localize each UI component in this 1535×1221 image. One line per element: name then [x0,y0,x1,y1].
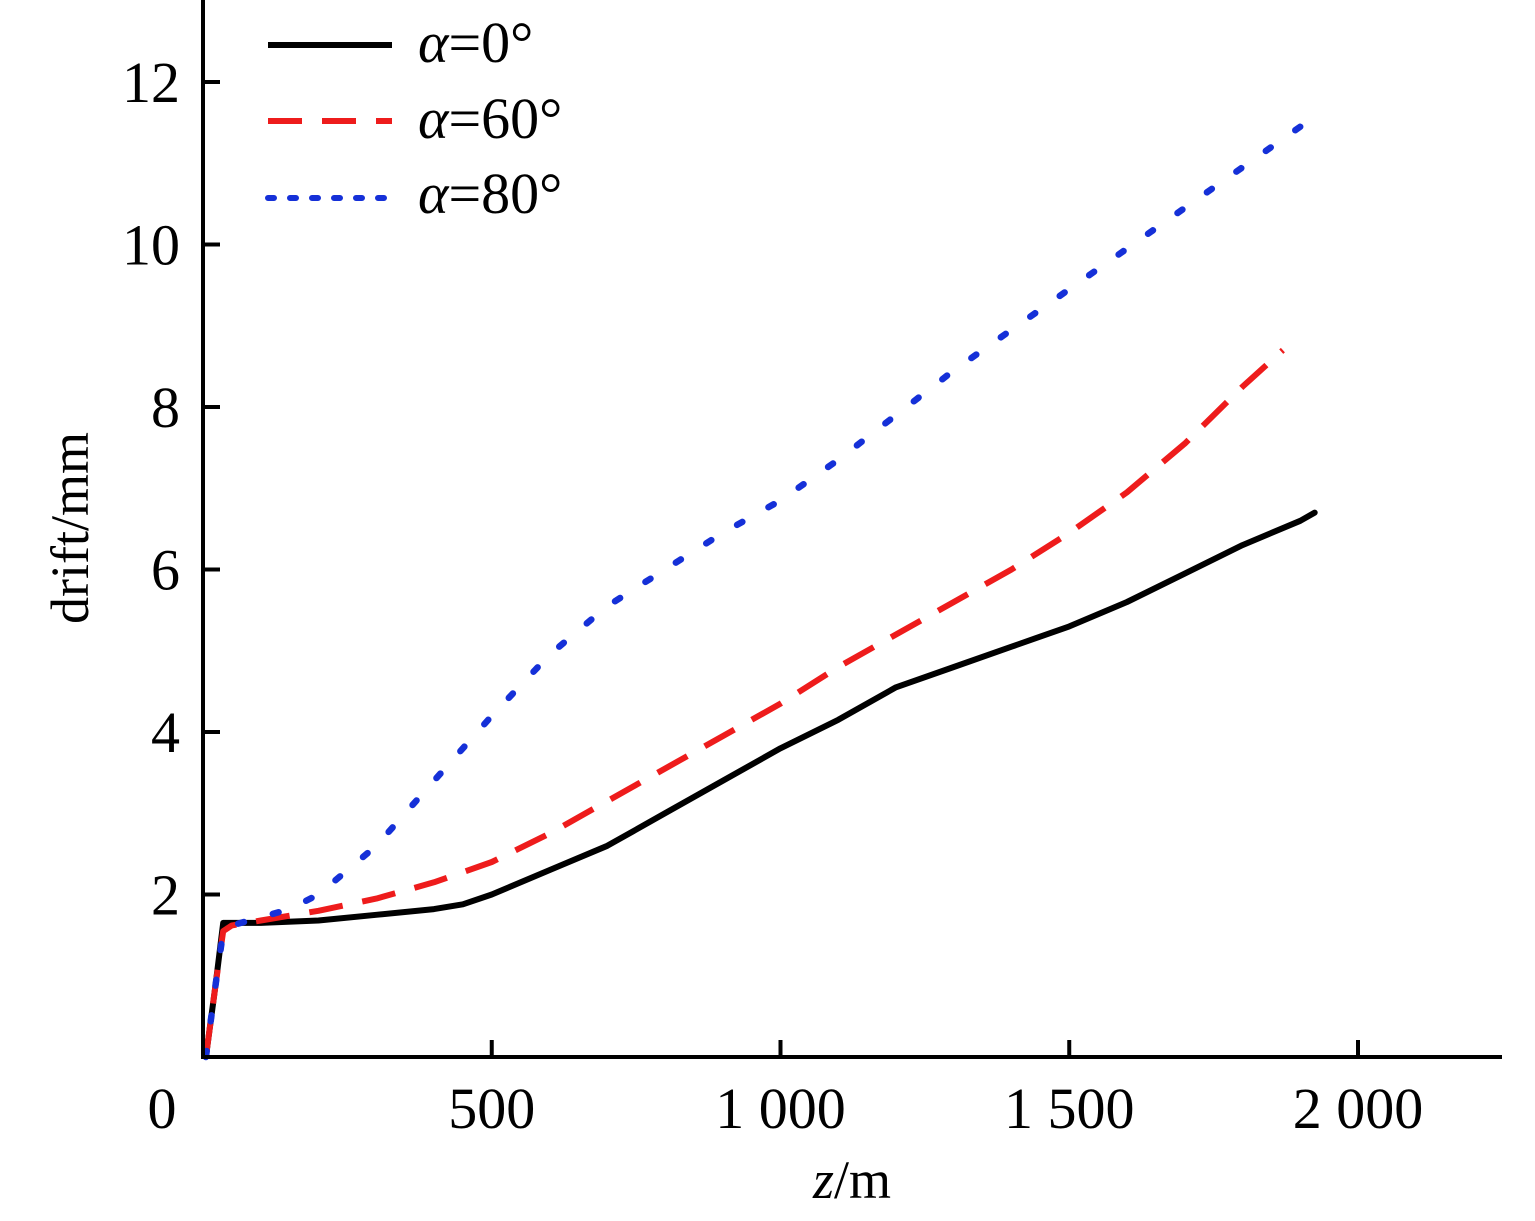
series-line-1 [202,347,1285,1058]
y-tick-label: 12 [122,50,180,115]
legend-label-alpha-80: α=80° [418,161,562,226]
legend-item-alpha-60: α=60° [268,86,562,151]
axes [201,0,1502,1059]
x-tick-label: 500 [448,1076,535,1141]
y-axis-label: drift/mm [40,432,100,624]
x-tick-label: 0 [148,1076,177,1141]
y-ticks: 2 4 6 8 10 12 [122,50,220,928]
y-tick-label: 6 [151,538,180,603]
x-tick-label: 2 000 [1293,1076,1424,1141]
y-tick-label: 8 [151,375,180,440]
series-line-0 [202,509,1318,1060]
y-tick-label: 4 [151,700,180,765]
y-tick-label: 2 [151,863,180,928]
x-axis-label: z/m [812,1150,891,1210]
legend-label-alpha-0: α=0° [418,10,533,75]
series-lines [202,115,1318,1061]
x-ticks: 0 500 1 000 1 500 2 000 [148,1040,1424,1141]
y-tick-label: 10 [122,213,180,278]
x-tick-label: 1 000 [715,1076,846,1141]
legend: α=0° α=60° α=80° [265,10,562,226]
x-tick-label: 1 500 [1004,1076,1135,1141]
legend-item-alpha-80: α=80° [265,161,562,226]
legend-item-alpha-0: α=0° [268,10,533,75]
legend-label-alpha-60: α=60° [418,86,562,151]
